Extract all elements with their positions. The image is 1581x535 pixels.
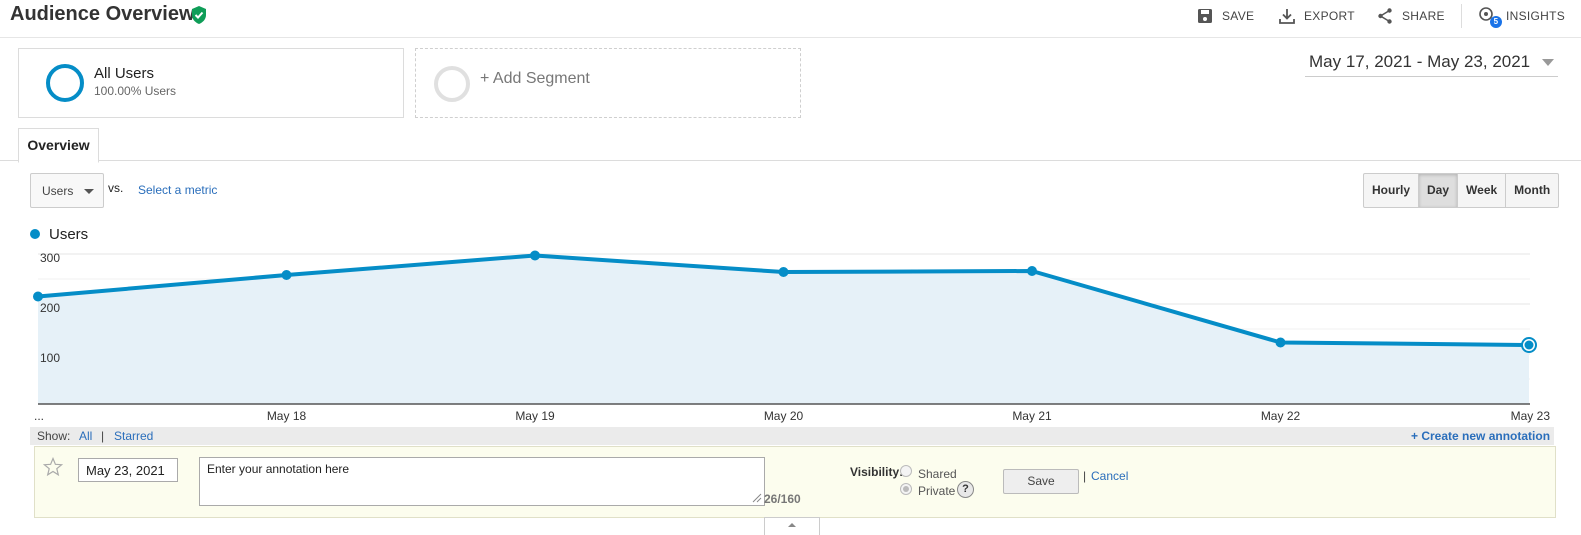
date-range-text: May 17, 2021 - May 23, 2021 (1309, 52, 1531, 71)
share-button[interactable]: SHARE (1376, 6, 1445, 26)
insights-button[interactable]: 5 INSIGHTS (1478, 6, 1566, 28)
visibility-shared-label: Shared (918, 467, 957, 481)
insights-label: INSIGHTS (1506, 9, 1566, 23)
help-icon[interactable]: ? (957, 481, 974, 498)
download-icon (1279, 9, 1295, 24)
verified-shield-icon (192, 6, 206, 24)
collapse-annotations-tab[interactable] (764, 517, 820, 535)
segment-name: All Users (94, 65, 155, 82)
annotation-cancel-link[interactable]: Cancel (1091, 469, 1129, 483)
share-label: SHARE (1402, 9, 1445, 23)
add-segment-button[interactable]: + Add Segment (415, 48, 801, 118)
star-icon[interactable] (43, 457, 63, 477)
visibility-private-label: Private (918, 484, 956, 498)
x-tick-label: May 20 (764, 409, 804, 423)
insights-icon (1479, 7, 1493, 21)
legend-series-label: Users (49, 226, 89, 243)
header-divider (1461, 4, 1462, 28)
x-tick-label: May 22 (1261, 409, 1301, 423)
data-point (530, 250, 540, 261)
select-metric-link[interactable]: Select a metric (138, 183, 218, 197)
show-separator: | (101, 429, 105, 443)
data-point (281, 270, 292, 280)
save-cancel-separator: | (1083, 469, 1087, 483)
annotation-show-bar (30, 427, 1554, 445)
data-point (1524, 340, 1534, 350)
segment-ring-icon (46, 64, 84, 102)
tab-overview[interactable]: Overview (18, 128, 99, 163)
granularity-day-button[interactable]: Day (1418, 174, 1458, 207)
y-tick-label: 100 (40, 351, 60, 365)
legend-dot-icon (30, 229, 40, 239)
visibility-shared-radio[interactable] (900, 465, 912, 477)
metric-dropdown-value: Users (42, 184, 74, 198)
tab-bar-line (0, 160, 1581, 161)
save-report-button[interactable]: SAVE (1196, 6, 1254, 26)
x-tick-label: ... (34, 409, 44, 423)
caret-down-icon (1542, 59, 1554, 66)
save-icon (1198, 9, 1212, 23)
annotation-save-button[interactable]: Save (1003, 469, 1079, 494)
annotation-date-input[interactable]: May 23, 2021 (78, 458, 178, 482)
granularity-hourly-button[interactable]: Hourly (1372, 183, 1411, 197)
segment-subtitle: 100.00% Users (94, 84, 177, 98)
granularity-toggle: Hourly Day Week Month (1363, 173, 1560, 208)
granularity-week-button[interactable]: Week (1457, 174, 1505, 207)
visibility-label: Visibility: (850, 465, 904, 479)
users-line-chart: 100 200 300... May 18 May 19 May 20 May 21 May … (33, 250, 1551, 423)
show-all-link[interactable]: All (79, 429, 93, 443)
insights-icon-wrap: 5 (1478, 6, 1502, 28)
page-title: Audience Overview (10, 3, 195, 25)
granularity-month-button[interactable]: Month (1505, 174, 1558, 207)
x-tick-label: May 18 (267, 409, 307, 423)
insights-badge: 5 (1490, 16, 1502, 28)
resize-grip-icon[interactable] (752, 493, 762, 503)
visibility-private-radio[interactable] (900, 483, 912, 495)
caret-down-icon (84, 189, 94, 194)
annotation-char-count: 26/160 (764, 492, 801, 506)
annotation-text-value: Enter your annotation here (207, 462, 350, 476)
metric-dropdown[interactable]: Users (30, 173, 104, 208)
x-tick-label: May 23 (1511, 409, 1551, 423)
data-point (33, 291, 43, 302)
y-tick-label: 300 (40, 251, 60, 265)
vs-label: vs. (108, 181, 124, 195)
export-label: EXPORT (1304, 9, 1355, 23)
add-segment-label: + Add Segment (480, 70, 590, 87)
data-point (778, 267, 789, 277)
share-icon (1378, 8, 1392, 24)
annotation-text-input[interactable]: Enter your annotation here (199, 457, 765, 506)
show-starred-link[interactable]: Starred (114, 429, 154, 443)
y-tick-label: 200 (40, 301, 60, 315)
save-label: SAVE (1222, 9, 1255, 23)
x-tick-label: May 19 (515, 409, 555, 423)
export-button[interactable]: EXPORT (1278, 6, 1355, 26)
empty-segment-ring-icon (434, 66, 470, 102)
segment-all-users[interactable]: All Users 100.00% Users (18, 48, 404, 118)
show-label: Show: (37, 429, 71, 443)
create-annotation-link[interactable]: + Create new annotation (1411, 429, 1551, 443)
users-area-fill (38, 255, 1529, 404)
data-point (1275, 337, 1286, 348)
chevron-up-icon (788, 523, 796, 527)
data-point (1027, 266, 1037, 276)
date-range-picker[interactable]: May 17, 2021 - May 23, 2021 (1305, 52, 1558, 77)
x-tick-label: May 21 (1012, 409, 1052, 423)
annotation-date-value: May 23, 2021 (86, 463, 165, 478)
header-bar (0, 0, 1581, 38)
